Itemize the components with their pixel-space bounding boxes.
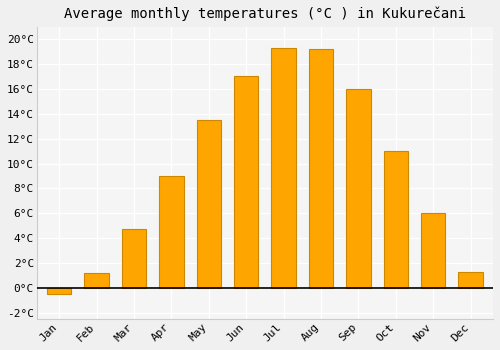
Bar bbox=[309, 49, 333, 288]
Bar bbox=[272, 48, 295, 288]
Title: Average monthly temperatures (°C ) in Kukurečani: Average monthly temperatures (°C ) in Ku… bbox=[64, 7, 466, 21]
Bar bbox=[196, 120, 221, 288]
Bar bbox=[384, 151, 408, 288]
Bar bbox=[47, 288, 72, 294]
Bar bbox=[234, 77, 258, 288]
Bar bbox=[159, 176, 184, 288]
Bar bbox=[84, 273, 108, 288]
Bar bbox=[421, 213, 446, 288]
Bar bbox=[122, 229, 146, 288]
Bar bbox=[458, 272, 483, 288]
Bar bbox=[346, 89, 370, 288]
